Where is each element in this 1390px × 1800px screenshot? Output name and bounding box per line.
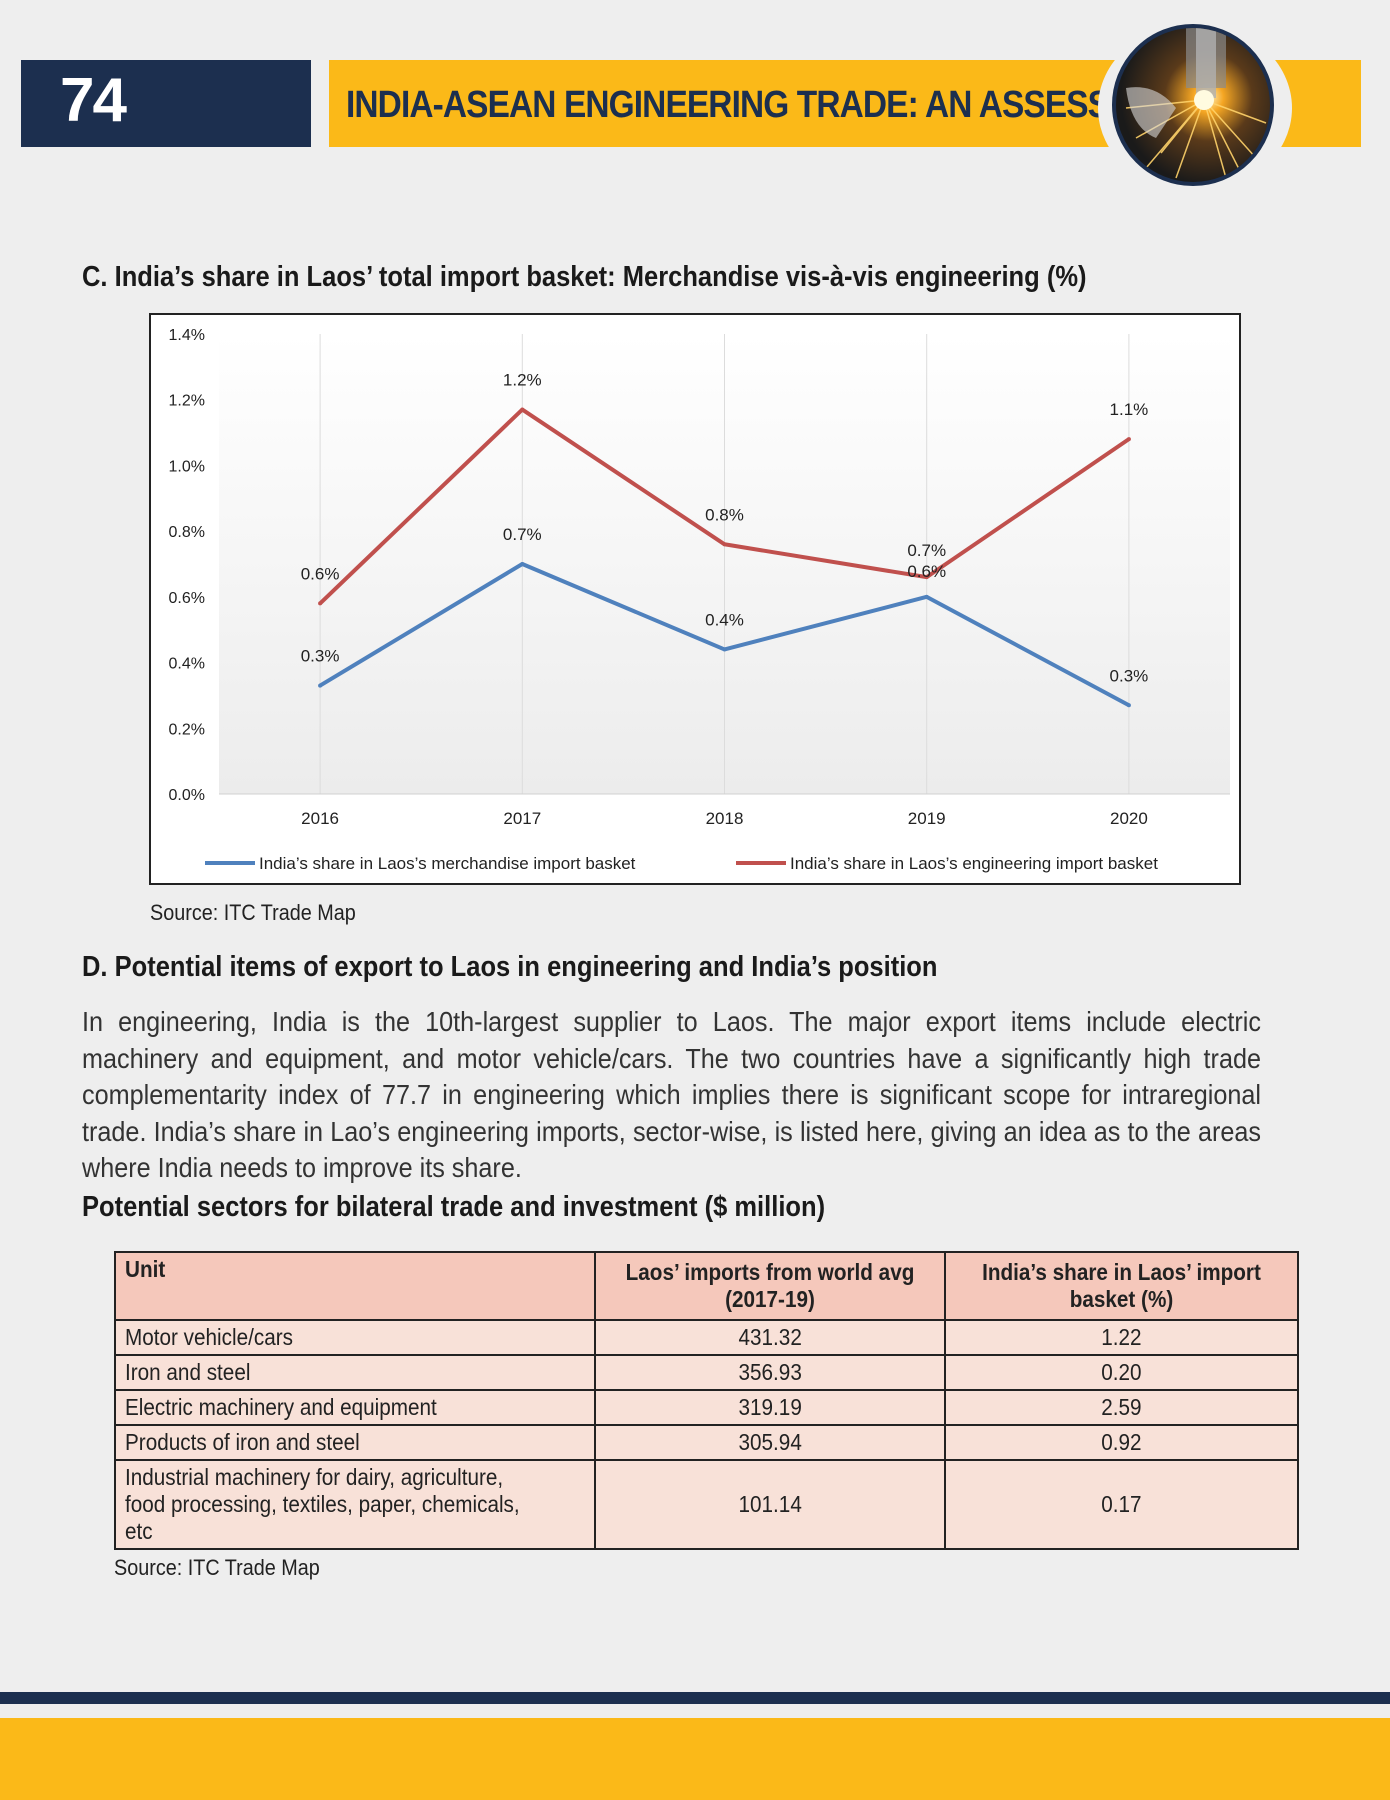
cell-unit: Industrial machinery for dairy, agricult… (114, 1459, 596, 1550)
section-c-heading: C. India’s share in Laos’ total import b… (82, 261, 1087, 293)
data-point (318, 683, 323, 688)
y-tick-label: 1.0% (169, 458, 205, 475)
x-tick-label: 2019 (908, 809, 946, 828)
cell-share: 0.20 (944, 1354, 1299, 1391)
chart-source: Source: ITC Trade Map (150, 900, 356, 925)
x-tick-label: 2020 (1110, 809, 1148, 828)
data-label: 1.2% (503, 371, 542, 390)
footer-band (0, 1718, 1390, 1800)
y-tick-label: 0.8% (169, 524, 205, 541)
legend-label: India’s share in Laos’s merchandise impo… (259, 854, 636, 873)
line-chart: 0.0% 0.2% 0.4% 0.6% 0.8% 1.0% 1.2% 1.4% 2016 201… (149, 313, 1241, 885)
column-header-share: India’s share in Laos’ import basket (%) (944, 1251, 1299, 1321)
column-header-unit: Unit (114, 1251, 596, 1321)
page-number-block (21, 60, 311, 147)
table-header-row: Unit Laos’ imports from world avg (2017-… (114, 1251, 1299, 1321)
section-d-paragraph: In engineering, India is the 10th-larges… (82, 1006, 1261, 1183)
data-label: 0.6% (301, 564, 340, 583)
footer-stripe (0, 1692, 1390, 1704)
data-label: 0.8% (705, 505, 744, 524)
data-label: 0.3% (301, 647, 340, 666)
y-tick-label: 0.4% (169, 656, 205, 673)
data-label: 0.7% (907, 541, 946, 560)
x-tick-label: 2017 (503, 809, 541, 828)
cell-share: 1.22 (944, 1319, 1299, 1356)
chart-canvas: 0.0% 0.2% 0.4% 0.6% 0.8% 1.0% 1.2% 1.4% 2016 201… (169, 327, 1230, 873)
table-row: Electric machinery and equipment 319.19 … (114, 1389, 1299, 1426)
sectors-table: Unit Laos’ imports from world avg (2017-… (114, 1251, 1299, 1550)
cell-unit: Iron and steel (114, 1354, 596, 1391)
y-tick-label: 1.4% (169, 327, 205, 344)
data-label: 0.7% (503, 525, 542, 544)
x-tick-label: 2016 (301, 809, 339, 828)
table-row: Products of iron and steel 305.94 0.92 (114, 1424, 1299, 1461)
y-tick-label: 0.6% (169, 590, 205, 607)
table-source: Source: ITC Trade Map (114, 1555, 320, 1580)
data-point (1126, 703, 1131, 708)
table-heading: Potential sectors for bilateral trade an… (82, 1191, 826, 1223)
section-d-heading: D. Potential items of export to Laos in … (82, 951, 938, 983)
cell-share: 0.92 (944, 1424, 1299, 1461)
welding-sparks-icon (1112, 24, 1274, 186)
table-row: Industrial machinery for dairy, agricult… (114, 1459, 1299, 1550)
x-tick-label: 2018 (706, 809, 744, 828)
y-tick-label: 1.2% (169, 393, 205, 410)
legend-label: India’s share in Laos’s engineering impo… (790, 854, 1158, 873)
data-label: 0.4% (705, 610, 744, 629)
data-point (520, 407, 525, 412)
y-tick-label: 0.2% (169, 721, 205, 738)
data-point (1126, 437, 1131, 442)
table-row: Iron and steel 356.93 0.20 (114, 1354, 1299, 1391)
data-point (318, 601, 323, 606)
data-point (722, 647, 727, 652)
data-point (722, 542, 727, 547)
cell-imports: 101.14 (594, 1459, 946, 1550)
data-point (924, 594, 929, 599)
cell-unit: Products of iron and steel (114, 1424, 596, 1461)
data-label: 0.6% (907, 562, 946, 581)
header-title: INDIA-ASEAN ENGINEERING TRADE: AN ASSESS… (346, 84, 1201, 126)
cell-imports: 356.93 (594, 1354, 946, 1391)
cell-imports: 305.94 (594, 1424, 946, 1461)
data-label: 1.1% (1110, 400, 1149, 419)
data-label: 0.3% (1110, 666, 1149, 685)
cell-unit: Motor vehicle/cars (114, 1319, 596, 1356)
column-header-imports: Laos’ imports from world avg (2017-19) (594, 1251, 946, 1321)
cell-share: 2.59 (944, 1389, 1299, 1426)
data-point (520, 562, 525, 566)
cell-unit: Electric machinery and equipment (114, 1389, 596, 1426)
data-point (924, 575, 929, 580)
cell-share: 0.17 (944, 1459, 1299, 1550)
table-row: Motor vehicle/cars 431.32 1.22 (114, 1319, 1299, 1356)
y-tick-label: 0.0% (169, 787, 205, 804)
cell-imports: 431.32 (594, 1319, 946, 1356)
page-number: 74 (60, 66, 127, 135)
cell-imports: 319.19 (594, 1389, 946, 1426)
